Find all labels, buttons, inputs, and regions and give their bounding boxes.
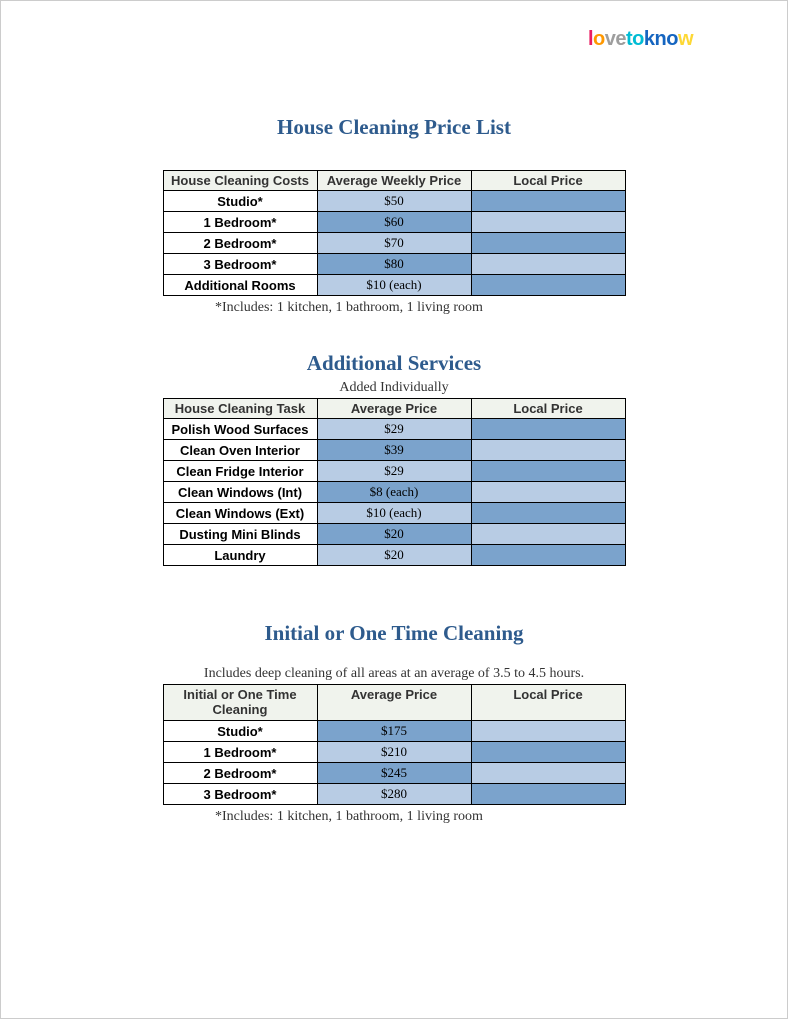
page-border (0, 0, 788, 1019)
logo: lovetoknow (588, 28, 693, 51)
